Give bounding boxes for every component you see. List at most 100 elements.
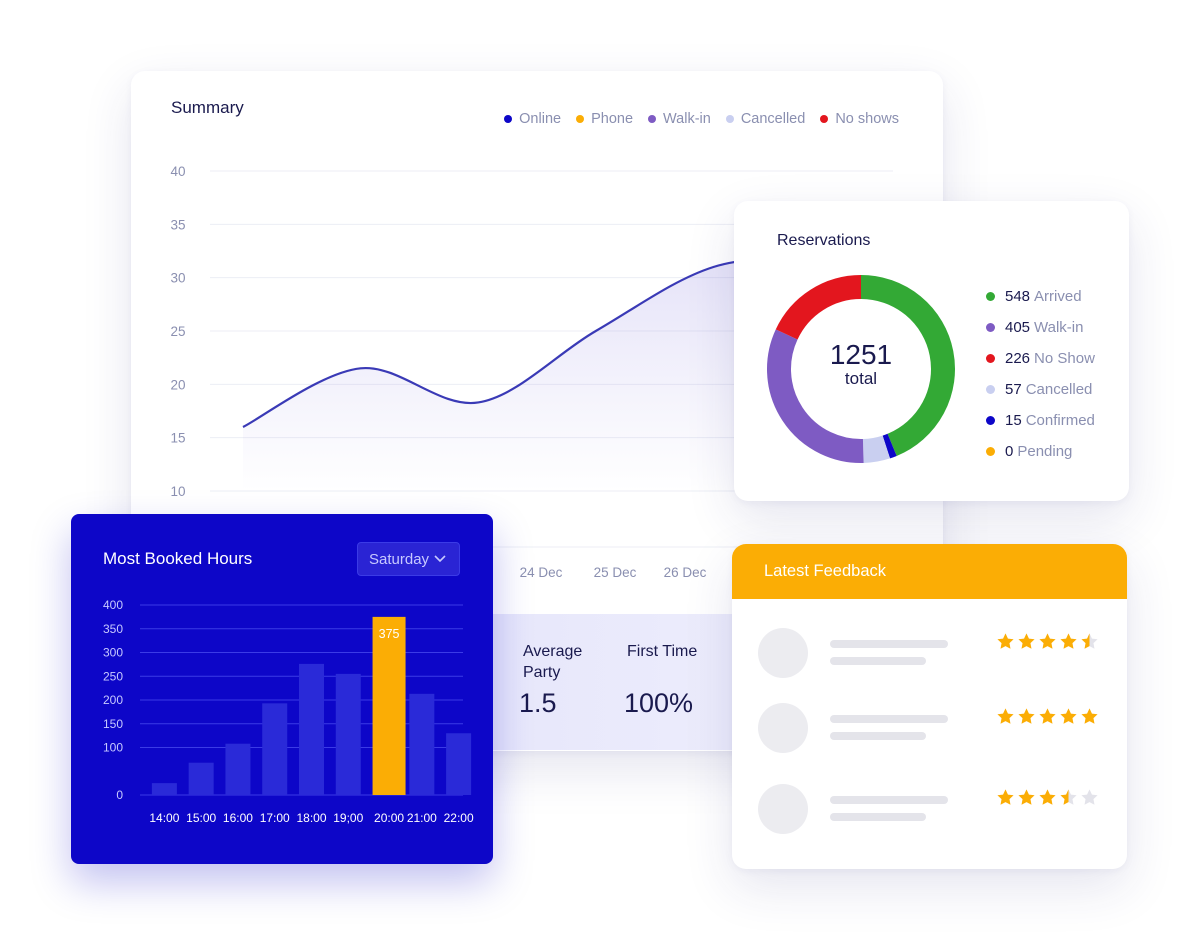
star-half-icon — [1060, 789, 1077, 805]
text-placeholder-line — [830, 732, 926, 740]
legend-item-phone[interactable]: Phone — [576, 111, 633, 127]
feedback-row[interactable] — [732, 703, 1127, 763]
bar[interactable] — [335, 673, 361, 795]
star-full-icon — [1060, 708, 1077, 724]
first-time-value: 100% — [624, 688, 694, 718]
chevron-down-icon — [434, 555, 446, 563]
bar[interactable] — [188, 762, 214, 795]
bar-x-tick-label: 15:00 — [186, 811, 216, 825]
first-time-label: First Time — [627, 643, 698, 660]
y-tick-label: 15 — [170, 431, 185, 446]
star-full-icon — [1081, 708, 1098, 724]
star-full-icon — [1018, 633, 1035, 649]
star-full-icon — [1018, 789, 1035, 805]
reservation-label: Cancelled — [1025, 381, 1093, 398]
bar-x-tick-label: 14:00 — [149, 811, 179, 825]
legend-label: Cancelled — [740, 111, 806, 127]
reservation-count: 226 — [1005, 350, 1031, 367]
bar-x-tick-label: 19;00 — [333, 811, 363, 825]
reservation-item-cancelled: 57 Cancelled — [986, 374, 1095, 405]
reservation-dot — [986, 447, 995, 456]
legend-item-online[interactable]: Online — [504, 111, 561, 127]
y-tick-label: 20 — [170, 377, 185, 392]
legend-dot — [725, 115, 734, 123]
reservation-count: 405 — [1005, 319, 1031, 336]
bar-y-tick-label: 300 — [103, 646, 123, 660]
reservation-count: 548 — [1005, 288, 1031, 305]
reservation-item-walk-in: 405 Walk-in — [986, 312, 1095, 343]
x-tick-label: 25 Dec — [594, 565, 637, 580]
bar-y-tick-label: 200 — [103, 693, 123, 707]
bar[interactable] — [151, 783, 177, 795]
bar-highlighted[interactable] — [372, 616, 406, 795]
bar-x-tick-label: 20:00 — [374, 811, 404, 825]
star-rating — [996, 632, 1099, 651]
reservation-dot — [986, 385, 995, 394]
bar-y-tick-label: 100 — [103, 741, 123, 755]
reservation-dot — [986, 354, 995, 363]
bar-y-tick-label: 150 — [103, 717, 123, 731]
latest-feedback-card: Latest Feedback — [732, 544, 1127, 869]
bar-x-tick-label: 17:00 — [260, 811, 290, 825]
legend-item-no-shows[interactable]: No shows — [820, 111, 899, 127]
bar-y-tick-label: 350 — [103, 622, 123, 636]
y-tick-label: 25 — [170, 324, 185, 339]
reservation-label: Pending — [1017, 443, 1073, 460]
star-rating — [996, 707, 1099, 726]
y-tick-label: 10 — [170, 484, 185, 499]
donut-center: 1251 total — [808, 341, 914, 389]
line-series — [242, 255, 832, 428]
reservation-label: Arrived — [1034, 288, 1082, 305]
feedback-row[interactable] — [732, 784, 1127, 844]
bar-x-tick-label: 18:00 — [296, 811, 326, 825]
text-placeholder-line — [830, 796, 948, 804]
donut-total-label: total — [844, 369, 878, 388]
feedback-title: Latest Feedback — [764, 562, 886, 580]
reservation-dot — [986, 292, 995, 301]
text-placeholder-line — [830, 657, 926, 665]
bar[interactable] — [262, 703, 288, 795]
star-empty-icon — [1081, 789, 1098, 805]
bar[interactable] — [225, 743, 251, 795]
text-placeholder-line — [830, 813, 926, 821]
star-rating — [996, 788, 1099, 807]
feedback-row[interactable] — [732, 628, 1127, 688]
y-tick-label: 30 — [170, 271, 185, 286]
legend-dot — [648, 115, 657, 123]
star-full-icon — [1039, 633, 1056, 649]
legend-dot — [576, 115, 585, 123]
legend-dot — [820, 115, 829, 123]
donut-slice-cancelled — [862, 435, 891, 463]
star-full-icon — [997, 633, 1014, 649]
avg-party-value: 1.5 — [519, 688, 557, 718]
bar[interactable] — [446, 733, 472, 795]
bar[interactable] — [409, 693, 435, 795]
bar-x-tick-label: 22:00 — [444, 811, 474, 825]
bar-y-tick-label: 400 — [103, 598, 123, 612]
legend-item-cancelled[interactable]: Cancelled — [725, 111, 806, 127]
y-tick-label: 35 — [170, 217, 185, 232]
text-placeholder-line — [830, 640, 948, 648]
booked-hours-title: Most Booked Hours — [103, 549, 253, 568]
reservation-label: Confirmed — [1025, 412, 1095, 429]
avatar-placeholder — [758, 628, 808, 678]
reservation-dot — [986, 323, 995, 332]
reservations-title: Reservations — [777, 232, 871, 249]
reservations-legend: 548 Arrived 405 Walk-in 226 No Show 57 Cancelle… — [986, 281, 1095, 467]
legend-item-walk-in[interactable]: Walk-in — [648, 111, 711, 127]
donut-slice-arrived — [860, 275, 955, 456]
donut-slice-no-show — [775, 275, 862, 340]
bar-x-tick-label: 21:00 — [407, 811, 437, 825]
avg-party-label: Average Party — [523, 643, 583, 681]
day-select-dropdown[interactable]: Saturday — [357, 542, 460, 576]
x-tick-label: 26 Dec — [664, 565, 707, 580]
reservation-item-arrived: 548 Arrived — [986, 281, 1095, 312]
feedback-header: Latest Feedback — [732, 544, 1127, 599]
star-full-icon — [1060, 633, 1077, 649]
star-full-icon — [997, 708, 1014, 724]
reservations-card: Reservations 1251 total 548 Arrived 405 Wal… — [734, 201, 1129, 501]
bar[interactable] — [299, 663, 324, 795]
donut-total-value: 1251 — [829, 339, 893, 370]
text-placeholder-line — [830, 715, 948, 723]
